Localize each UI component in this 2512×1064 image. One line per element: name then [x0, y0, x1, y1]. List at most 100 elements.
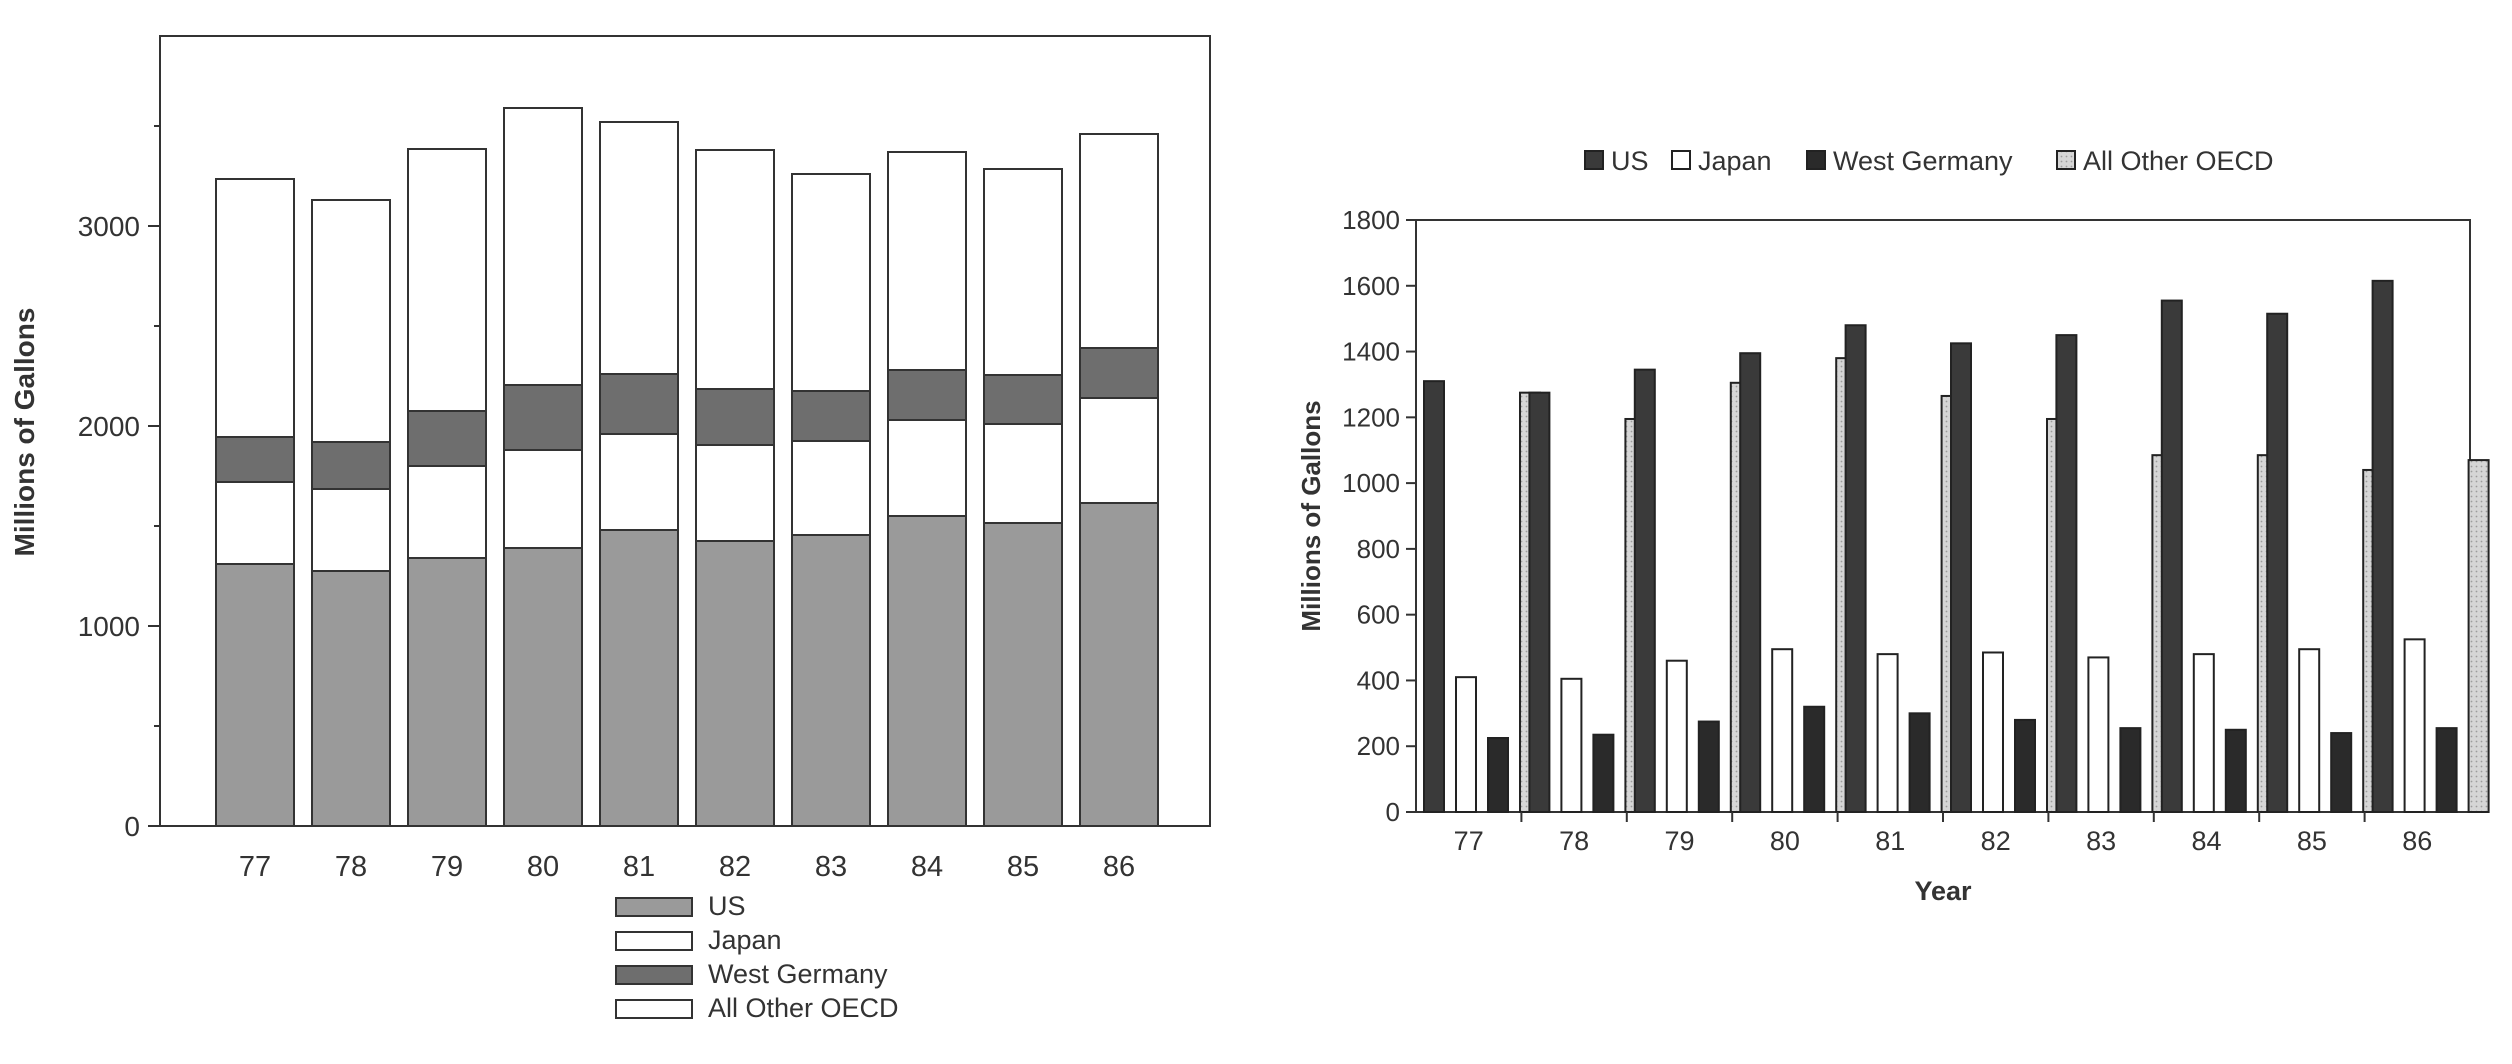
x-tick-label: 86 [1103, 851, 1135, 883]
bar-japan-78 [311, 488, 391, 572]
bar-japan-84 [887, 419, 967, 517]
legend-label-all-other-oecd: All Other OECD [708, 993, 899, 1023]
bar-japan-80 [1771, 648, 1794, 814]
bar-us-79 [407, 557, 487, 827]
legend: US Japan West Germany All Other OECD [615, 891, 899, 1023]
bar-us-85 [2266, 312, 2289, 813]
x-tick-label: 78 [335, 851, 367, 883]
x-tick-label: 82 [1981, 826, 2011, 856]
x-tick-label: 77 [1454, 826, 1484, 856]
y-tick-label: 3000 [78, 211, 140, 242]
y-tick-label: 0 [124, 811, 140, 842]
x-tick-label: 81 [623, 851, 655, 883]
y-tick-label: 2000 [78, 411, 140, 442]
bar-japan-83 [2087, 656, 2110, 814]
bar-west-germany-81 [599, 373, 679, 435]
bar-west-germany-81 [1908, 712, 1931, 813]
bar-west-germany-86 [2435, 727, 2458, 814]
x-tick-label: 83 [2086, 826, 2116, 856]
bar-series [1423, 279, 2490, 814]
bar-us-82 [695, 540, 775, 827]
y-tick-label: 1000 [1342, 468, 1400, 498]
legend-label-all-other-oecd: All Other OECD [2083, 146, 2274, 176]
bar-japan-77 [1455, 676, 1477, 814]
bar-us-78 [311, 570, 391, 827]
x-tick-label: 78 [1559, 826, 1589, 856]
x-tick-label: 86 [2402, 826, 2432, 856]
bar-west-germany-77 [215, 436, 295, 483]
bar-japan-79 [1665, 659, 1688, 814]
bar-west-germany-80 [503, 384, 583, 451]
bar-japan-86 [1079, 397, 1159, 504]
bar-all-other-oecd-82 [695, 149, 775, 390]
legend-swatch-us [615, 897, 693, 917]
bar-all-other-oecd-86 [1079, 133, 1159, 349]
y-tick-label: 200 [1357, 731, 1400, 761]
bar-west-germany-78 [1592, 733, 1615, 814]
bar-us-86 [2371, 279, 2394, 814]
bar-us-86 [1079, 502, 1159, 827]
bar-us-81 [1844, 324, 1867, 813]
legend-swatch-japan [615, 931, 693, 951]
bar-west-germany-78 [311, 441, 391, 490]
bar-us-83 [2055, 334, 2078, 813]
bar-all-other-oecd-86 [2467, 459, 2490, 813]
bar-west-germany-85 [2330, 732, 2353, 813]
bar-japan-86 [2403, 638, 2426, 813]
legend-label-japan: Japan [1698, 146, 1772, 176]
y-tick-label: 0 [1386, 797, 1400, 827]
bar-japan-82 [695, 444, 775, 542]
bar-west-germany-85 [983, 374, 1063, 425]
legend-swatch-us [1584, 150, 1604, 170]
bar-all-other-oecd-79 [407, 148, 487, 412]
bar-west-germany-77 [1487, 737, 1509, 813]
y-tick-label: 400 [1357, 665, 1400, 695]
x-tick-label: 83 [815, 851, 847, 883]
bar-series [215, 107, 1159, 827]
bar-west-germany-79 [1697, 720, 1720, 813]
legend-label-west-germany: West Germany [708, 959, 888, 989]
x-tick-label: 84 [911, 851, 943, 883]
bar-japan-85 [2298, 648, 2321, 814]
legend-swatch-all-other-oecd [2056, 150, 2076, 170]
x-axis: 77 78 79 80 81 82 83 84 85 86 [1454, 812, 2432, 856]
y-tick-label: 1400 [1342, 337, 1400, 367]
y-tick-label: 1200 [1342, 402, 1400, 432]
bar-all-other-oecd-80 [503, 107, 583, 386]
bar-all-other-oecd-85 [983, 168, 1063, 376]
bar-us-81 [599, 529, 679, 827]
bar-west-germany-82 [695, 388, 775, 446]
x-tick-label: 80 [527, 851, 559, 883]
bar-us-84 [2160, 299, 2183, 813]
y-tick-label: 1000 [78, 611, 140, 642]
bar-us-83 [791, 534, 871, 827]
bar-us-77 [215, 563, 295, 827]
bar-west-germany-86 [1079, 347, 1159, 399]
x-tick-label: 82 [719, 851, 751, 883]
bar-us-82 [1950, 342, 1972, 813]
x-tick-label: 85 [1007, 851, 1039, 883]
x-tick-label: 77 [239, 851, 271, 883]
bar-all-other-oecd-77 [215, 178, 295, 438]
x-tick-label: 80 [1770, 826, 1800, 856]
y-tick-label: 1600 [1342, 271, 1400, 301]
y-tick-label: 800 [1357, 534, 1400, 564]
bar-all-other-oecd-84 [887, 151, 967, 371]
grouped-bar-chart: 0 200 400 600 800 1000 1200 1400 1600 1800 77 78 79… [1296, 146, 2490, 906]
bar-us-78 [1528, 391, 1551, 813]
bar-west-germany-83 [791, 390, 871, 442]
y-tick-label: 600 [1357, 600, 1400, 630]
bar-all-other-oecd-81 [599, 121, 679, 375]
legend: US Japan West Germany All Other OECD [1584, 146, 2274, 176]
x-tick-label: 79 [1664, 826, 1694, 856]
x-tick-label: 85 [2297, 826, 2327, 856]
legend-swatch-japan [1671, 150, 1691, 170]
bar-us-79 [1633, 368, 1656, 813]
x-axis: 77 78 79 80 81 82 83 84 85 86 [239, 851, 1135, 883]
bar-japan-81 [599, 433, 679, 531]
bar-japan-82 [1982, 651, 2004, 813]
bar-japan-81 [1876, 653, 1899, 814]
y-axis: 0 1000 2000 3000 [78, 125, 160, 842]
bar-west-germany-82 [2014, 718, 2036, 814]
